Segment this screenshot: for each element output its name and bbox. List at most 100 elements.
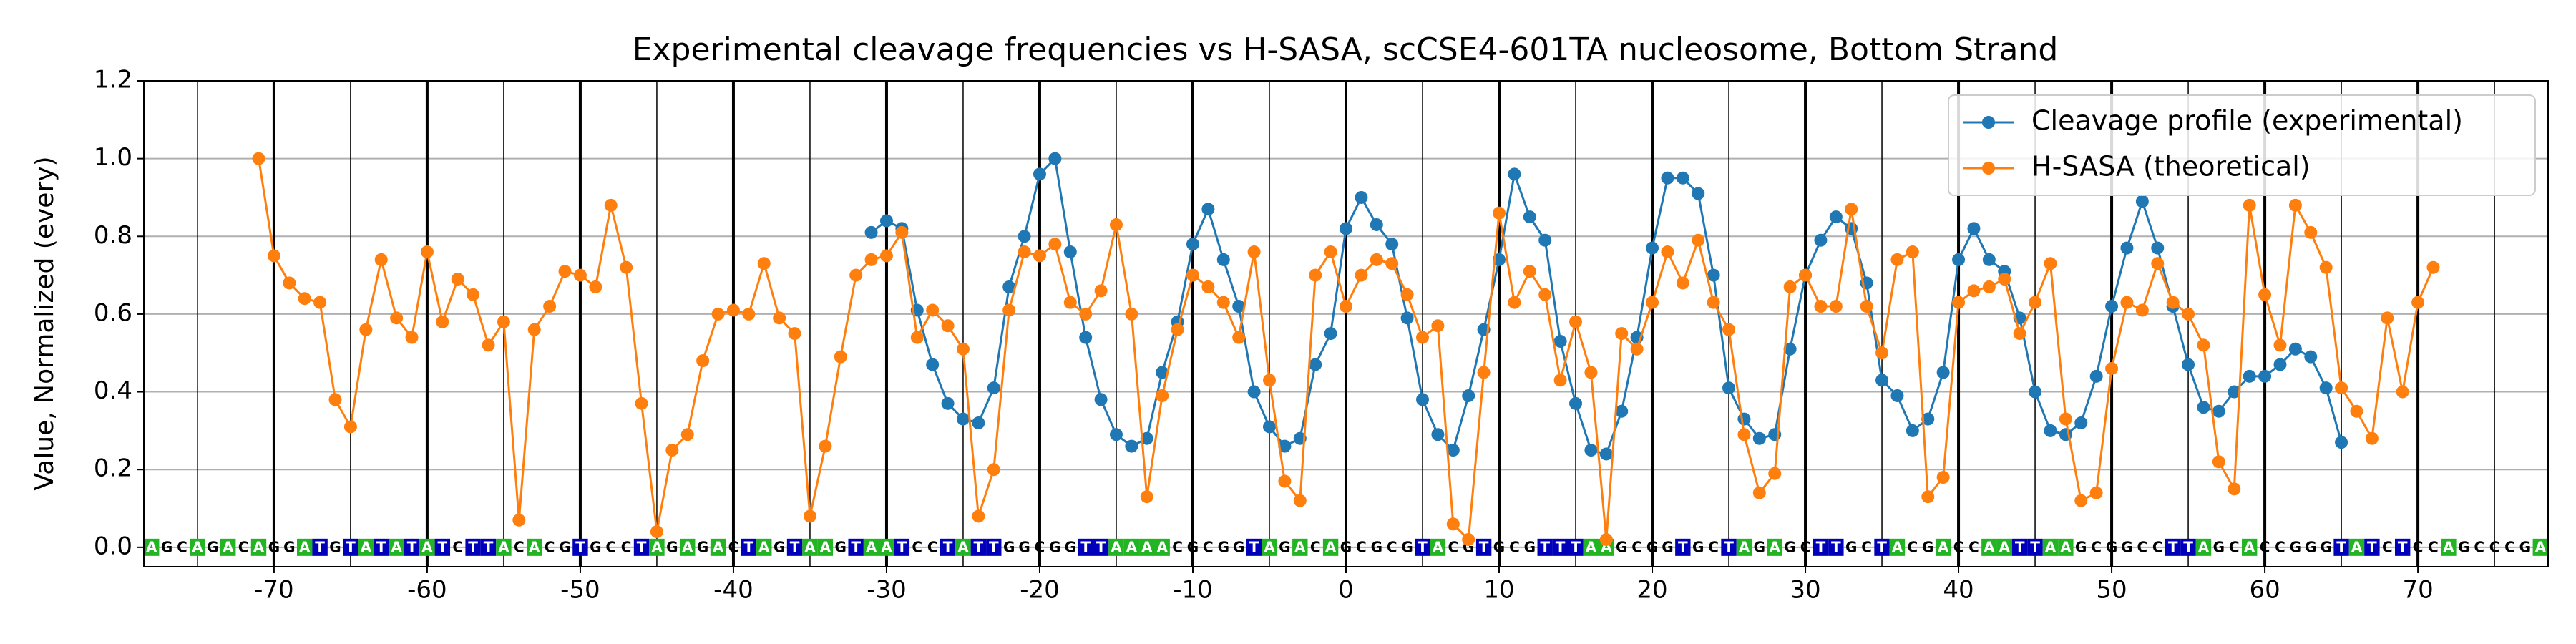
base-letter: C <box>2428 538 2439 555</box>
data-point <box>1340 300 1352 313</box>
base-letter: T <box>437 538 447 555</box>
base-letter: G <box>1754 538 1765 555</box>
base-box <box>250 538 267 556</box>
data-point <box>374 253 388 266</box>
base-letter: C <box>2229 538 2240 555</box>
data-point <box>1216 253 1230 266</box>
data-point <box>849 268 863 282</box>
base-letter: G <box>559 538 570 555</box>
base-letter: A <box>1739 538 1750 555</box>
base-letter: G <box>1524 538 1536 555</box>
data-point <box>2243 369 2256 383</box>
data-point <box>1140 490 1153 504</box>
base-letter: T <box>2183 538 2193 555</box>
data-point <box>1385 257 1399 270</box>
data-point <box>895 225 909 239</box>
data-point <box>1584 366 1598 379</box>
data-point <box>2120 241 2134 255</box>
base-letter: T <box>897 538 907 555</box>
base-box <box>2027 538 2043 556</box>
data-point <box>2029 385 2042 399</box>
base-letter: C <box>545 538 555 555</box>
base-letter: A <box>2060 538 2072 555</box>
data-point <box>956 342 970 356</box>
x-tick-label: -30 <box>867 576 907 605</box>
data-point <box>2350 404 2363 418</box>
data-point <box>451 273 464 286</box>
base-letter: A <box>758 538 770 555</box>
base-letter: C <box>2489 538 2500 555</box>
base-box <box>710 538 726 556</box>
data-point <box>956 412 970 426</box>
data-point <box>2258 288 2272 301</box>
base-letter: A <box>192 538 203 555</box>
base-letter: G <box>2213 538 2225 555</box>
base-box <box>1154 538 1170 556</box>
data-point <box>1063 245 1077 259</box>
base-letter: C <box>1968 538 1979 555</box>
base-letter: T <box>744 538 754 555</box>
data-point <box>1814 300 1828 313</box>
data-point <box>2411 296 2425 309</box>
data-point <box>1309 268 1322 282</box>
data-point <box>1186 268 1199 282</box>
data-point <box>1890 253 1904 266</box>
base-letter: A <box>253 538 265 555</box>
data-point <box>1431 319 1445 333</box>
data-point <box>1523 210 1536 224</box>
base-letter: C <box>605 538 616 555</box>
base-letter: G <box>1662 538 1673 555</box>
legend-marker <box>1982 116 1995 129</box>
base-letter: T <box>2336 538 2346 555</box>
base-box <box>2011 538 2028 556</box>
data-point <box>1033 167 1046 181</box>
data-point <box>711 307 725 321</box>
base-letter: C <box>1035 538 1045 555</box>
data-point <box>1814 233 1828 247</box>
data-point <box>1278 439 1292 453</box>
base-box <box>1093 538 1109 556</box>
data-point <box>665 444 679 457</box>
y-tick-label: 1.0 <box>94 143 132 172</box>
data-point <box>864 225 878 239</box>
base-box <box>1583 538 1599 556</box>
base-box <box>297 538 313 556</box>
data-point <box>2335 381 2348 395</box>
data-point <box>1002 280 1016 293</box>
data-point <box>2228 385 2241 399</box>
data-point <box>1737 412 1751 426</box>
base-letter: G <box>329 538 341 555</box>
data-point <box>788 327 801 341</box>
base-box <box>1139 538 1155 556</box>
base-letter: C <box>2152 538 2163 555</box>
data-point <box>819 439 832 453</box>
x-tick-label: 10 <box>1483 576 1514 605</box>
data-point <box>1262 374 1276 387</box>
data-point <box>1661 171 1674 185</box>
base-letter: G <box>1371 538 1382 555</box>
base-letter: C <box>1356 538 1367 555</box>
base-box <box>2532 538 2548 556</box>
data-point <box>1232 300 1246 313</box>
data-point <box>1921 412 1935 426</box>
base-letter: C <box>2091 538 2102 555</box>
base-letter: T <box>315 538 325 555</box>
data-point <box>1967 284 1981 298</box>
base-letter: G <box>2458 538 2469 555</box>
data-point <box>1890 389 1904 402</box>
data-point <box>803 509 816 523</box>
base-letter: G <box>268 538 280 555</box>
base-letter: C <box>1861 538 1872 555</box>
data-point <box>620 260 633 274</box>
data-point <box>1998 273 2011 286</box>
data-point <box>2273 338 2287 352</box>
data-point <box>1692 233 1705 247</box>
data-point <box>283 276 296 290</box>
data-point <box>1982 253 1996 266</box>
base-letter: C <box>1708 538 1719 555</box>
data-point <box>467 288 480 301</box>
base-box <box>817 538 834 556</box>
base-letter: G <box>1616 538 1627 555</box>
data-point <box>926 303 940 317</box>
base-letter: G <box>1003 538 1015 555</box>
